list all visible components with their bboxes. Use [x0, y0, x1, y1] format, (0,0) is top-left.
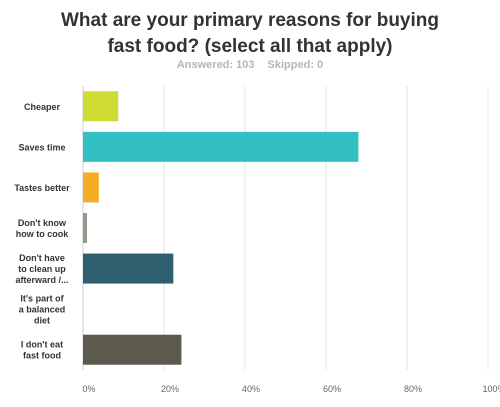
x-tick-label: 20%: [161, 384, 179, 394]
bar: [83, 172, 99, 203]
x-tick-label: 100%: [482, 384, 500, 394]
bar: [83, 253, 174, 284]
x-tick-label: 60%: [323, 384, 341, 394]
x-tick-label: 0%: [82, 384, 95, 394]
chart-title: What are your primary reasons for buying…: [0, 8, 500, 60]
answered-count: Answered: 103: [176, 59, 255, 71]
category-label: diet: [34, 316, 50, 326]
category-label: to clean up: [18, 264, 66, 274]
category-label: Don't have: [19, 253, 65, 263]
skipped-count: Skipped: 0: [267, 59, 324, 71]
bar: [83, 334, 182, 365]
category-label: fast food: [23, 351, 61, 361]
category-label: Tastes better: [14, 183, 70, 193]
title-line-1: What are your primary reasons for buying: [61, 10, 439, 31]
category-label: I don't eat: [21, 340, 63, 350]
category-label: a balanced: [19, 305, 66, 315]
category-label: Saves time: [18, 142, 65, 152]
bar: [83, 131, 359, 162]
bar: [83, 213, 88, 243]
category-label: Don't know: [18, 218, 67, 228]
x-tick-label: 80%: [404, 384, 422, 394]
bar: [83, 91, 119, 122]
x-tick-label: 40%: [242, 384, 260, 394]
title-line-2: fast food? (select all that apply): [107, 36, 393, 57]
category-label: Cheaper: [24, 102, 61, 112]
response-stats: Answered: 103 Skipped: 0: [0, 59, 500, 71]
category-label: how to cook: [16, 229, 69, 239]
category-label: It's part of: [20, 294, 64, 304]
category-label: afterward /...: [15, 275, 68, 285]
